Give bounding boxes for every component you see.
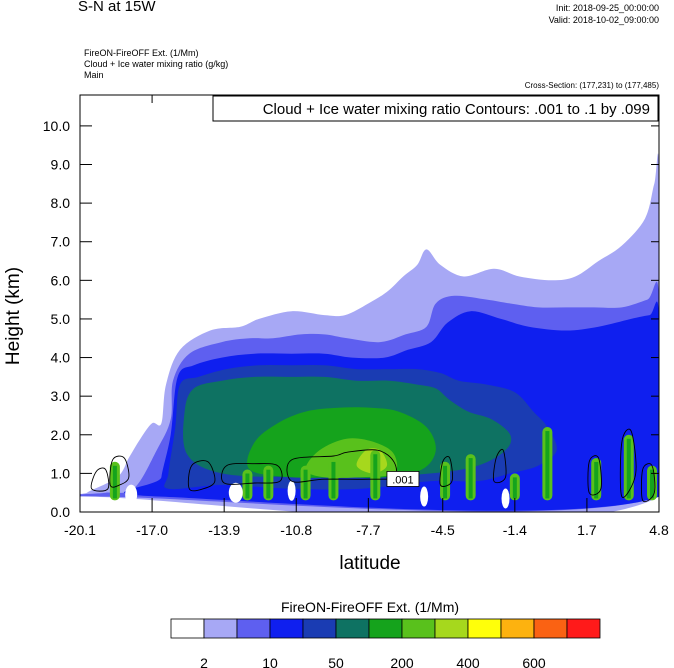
cloud-contour — [587, 455, 602, 496]
y-tick-label: 4.0 — [51, 350, 71, 366]
contour-info-text: Cloud + Ice water mixing ratio Contours:… — [263, 101, 650, 118]
x-tick-label: -10.8 — [280, 522, 312, 538]
field-line-2: Cloud + Ice water mixing ratio (g/kg) — [84, 59, 229, 69]
clear-gap — [501, 488, 510, 509]
colorbar-swatch — [434, 618, 469, 639]
cross-section-label: Cross-Section: (177,231) to (177,485) — [524, 81, 659, 90]
x-tick-label: -4.5 — [431, 522, 455, 538]
convective-core — [626, 438, 631, 499]
cloud-contour — [187, 460, 216, 492]
shaded-fields — [80, 153, 659, 512]
convective-core — [650, 469, 655, 499]
colorbar-tick-label: 400 — [456, 655, 480, 668]
colorbar-swatch — [566, 618, 601, 639]
cloud-contour — [286, 449, 397, 483]
field-line-3: Main — [84, 70, 104, 80]
y-tick-label: 1.0 — [51, 465, 71, 481]
convective-core — [545, 431, 550, 499]
convective-core — [594, 461, 599, 499]
colorbar-swatch — [203, 618, 238, 639]
y-tick-label: 2.0 — [51, 427, 71, 443]
contour-info-box: Cloud + Ice water mixing ratio Contours:… — [212, 95, 659, 122]
convective-core — [373, 454, 378, 499]
cloud-contour — [109, 455, 130, 488]
field-info: FireON-FireOFF Ext. (1/Mm) Cloud + Ice w… — [84, 48, 228, 81]
y-tick-label: 9.0 — [51, 157, 71, 173]
cloud-contour — [90, 467, 110, 492]
y-tick-label: 5.0 — [51, 311, 71, 327]
mixing-ratio-contours: .001 — [90, 428, 656, 503]
convective-core — [468, 458, 473, 499]
x-tick-label: -20.1 — [64, 522, 96, 538]
contour-annotation-text: .001 — [392, 474, 413, 486]
time-info: Init: 2018-09-25_00:00:00 Valid: 2018-10… — [549, 2, 659, 26]
cloud-contour — [492, 448, 507, 484]
convective-core — [112, 465, 117, 499]
y-tick-label: 0.0 — [51, 504, 71, 520]
colorbar-tick-label: 600 — [522, 655, 546, 668]
colorbar-label: FireON-FireOFF Ext. (1/Mm) — [281, 599, 459, 615]
colorbar-swatch — [368, 618, 403, 639]
cloud-contour — [640, 463, 656, 503]
colorbar-swatch — [500, 618, 535, 639]
convective-core — [303, 469, 308, 499]
y-tick-label: 3.0 — [51, 388, 71, 404]
convective-core — [331, 461, 336, 499]
y-tick-label: 7.0 — [51, 234, 71, 250]
colorbar-swatch — [401, 618, 436, 639]
cloud-contour — [619, 428, 637, 498]
colorbar-tick-label: 2 — [200, 655, 208, 668]
colorbar-tick-label: 10 — [262, 655, 278, 668]
convective-core — [266, 469, 271, 499]
y-tick-label: 8.0 — [51, 195, 71, 211]
valid-time: Valid: 2018-10-02_09:00:00 — [548, 15, 659, 25]
field-line-1: FireON-FireOFF Ext. (1/Mm) — [84, 48, 199, 58]
convective-core — [512, 477, 517, 499]
colorbar-swatch — [170, 618, 205, 639]
plot-frame — [79, 94, 660, 513]
cloud-contour — [439, 456, 453, 487]
clear-gap — [228, 482, 243, 503]
colorbar-tick-label: 200 — [390, 655, 414, 668]
colorbar: 2 10 50 200 400 600 — [170, 618, 601, 668]
convective-core — [245, 473, 250, 499]
colorbar-swatch — [269, 618, 304, 639]
clear-gap — [125, 484, 138, 505]
y-axis-label: Height (km) — [3, 267, 24, 365]
colorbar-tick-label: 50 — [328, 655, 344, 668]
colorbar-swatch — [302, 618, 337, 639]
contour-annotation: .001 — [386, 471, 420, 487]
clear-gap — [420, 486, 429, 507]
x-tick-label: -17.0 — [136, 522, 168, 538]
init-time: Init: 2018-09-25_00:00:00 — [555, 3, 659, 13]
axes: -20.1 -17.0 -13.9 -10.8 -7.7 -4.5 -1.4 1.7 4.8 0.… — [43, 95, 669, 538]
x-axis-label: latitude — [339, 553, 400, 574]
convective-core — [443, 465, 448, 499]
y-tick-label: 6.0 — [51, 272, 71, 288]
colorbar-swatch — [467, 618, 502, 639]
x-tick-label: 4.8 — [649, 522, 669, 538]
clear-gap — [287, 480, 296, 501]
x-tick-label: -13.9 — [208, 522, 240, 538]
x-tick-label: -1.4 — [503, 522, 527, 538]
x-tick-label: -7.7 — [356, 522, 380, 538]
x-tick-label: 1.7 — [577, 522, 597, 538]
y-tick-label: 10.0 — [43, 118, 70, 134]
colorbar-swatch — [533, 618, 568, 639]
colorbar-swatch — [236, 618, 271, 639]
colorbar-swatch — [335, 618, 370, 639]
plot-title: S-N at 15W — [78, 0, 156, 15]
cloud-contour — [221, 463, 283, 485]
